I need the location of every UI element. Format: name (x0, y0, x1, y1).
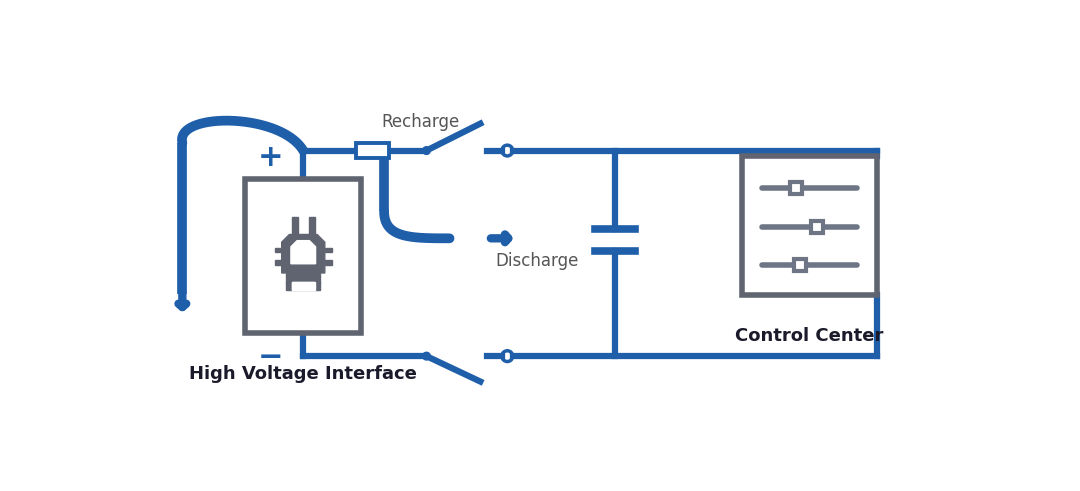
Bar (356, 143, 389, 158)
Bar (286, 282, 320, 290)
Bar (794, 259, 807, 272)
Bar (811, 220, 823, 233)
Bar (789, 182, 801, 194)
Text: Discharge: Discharge (496, 252, 579, 270)
Bar (325, 247, 332, 252)
Bar (309, 217, 314, 235)
Bar (742, 156, 877, 295)
Bar (286, 273, 320, 283)
Bar (293, 282, 314, 290)
Text: High Voltage Interface: High Voltage Interface (189, 365, 417, 383)
Circle shape (422, 147, 430, 154)
Bar (325, 260, 332, 265)
Circle shape (422, 352, 430, 360)
Bar (292, 282, 314, 290)
Text: +: + (258, 143, 284, 172)
Polygon shape (291, 241, 315, 264)
Polygon shape (282, 235, 325, 273)
Text: Recharge: Recharge (382, 113, 460, 131)
Bar (274, 260, 282, 265)
Text: Control Center: Control Center (735, 327, 883, 345)
Bar (292, 217, 298, 235)
Bar (245, 179, 361, 333)
Text: −: − (258, 343, 284, 372)
Bar (274, 247, 282, 252)
